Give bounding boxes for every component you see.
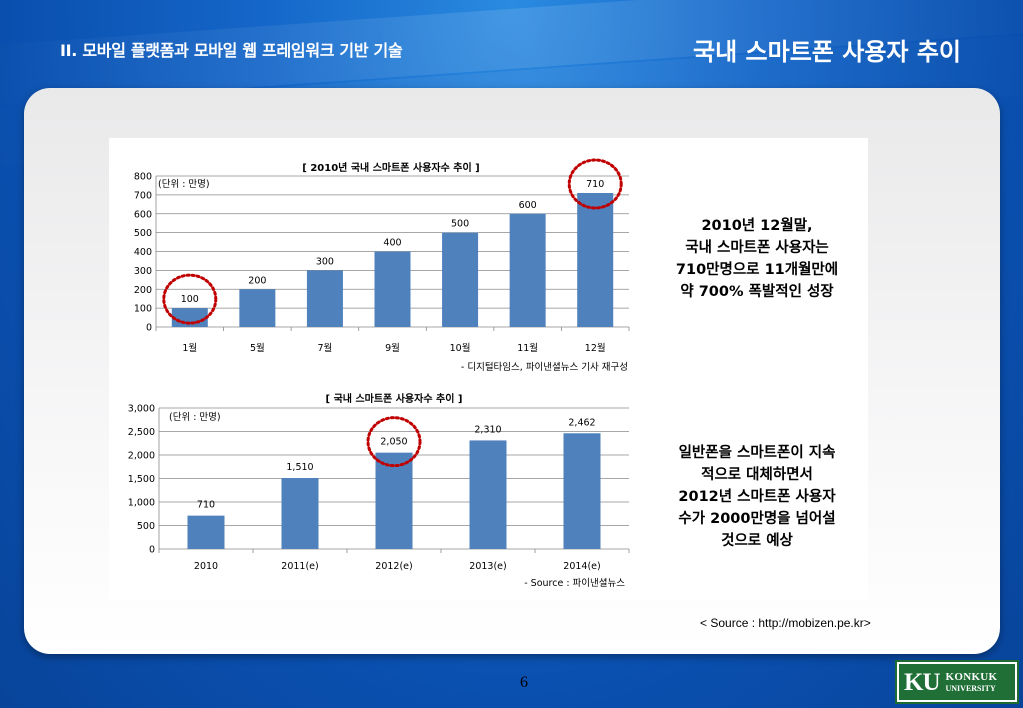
y-tick-label: 400: [134, 247, 152, 258]
university-logo: KU KONKUK UNIVERSITY: [895, 660, 1019, 704]
unit-label: (단위 : 만명): [158, 178, 210, 190]
bar: [306, 270, 343, 327]
unit-label: (단위 : 만명): [169, 411, 221, 423]
x-tick-label: 2010: [194, 561, 218, 572]
bar-value-label: 1,510: [286, 462, 313, 473]
x-tick-label: 11월: [517, 342, 538, 354]
x-tick-label: 2014(e): [563, 561, 600, 572]
note-line: 2010년 12월말,: [701, 218, 813, 234]
y-tick-label: 1,000: [128, 498, 155, 509]
bar: [375, 452, 413, 549]
bar-value-label: 2,310: [474, 424, 501, 435]
chart-area: [ 2010년 국내 스마트폰 사용자수 추이 ] 0 100 200 300 400 50…: [109, 138, 868, 600]
bar: [239, 289, 276, 327]
note-forecast: 일반폰을 스마트폰이 지속 적으로 대체하면서 2012년 스마트폰 사용자 수…: [646, 442, 868, 552]
bar-value-label: 300: [316, 256, 334, 267]
bar-value-label: 710: [197, 500, 215, 511]
y-tick-label: 700: [134, 190, 152, 201]
bar: [577, 192, 614, 327]
y-tick-label: 500: [134, 228, 152, 239]
bar-value-label: 100: [181, 294, 199, 305]
bar: [281, 478, 319, 549]
bar-value-label: 710: [586, 179, 604, 190]
logo-sub: UNIVERSITY: [945, 683, 996, 693]
y-tick-label: 300: [134, 266, 152, 277]
bar-value-label: 200: [248, 275, 266, 286]
bar-value-label: 2,462: [568, 417, 595, 428]
x-tick-label: 5월: [250, 342, 265, 354]
logo-initials: KU: [904, 668, 940, 696]
x-tick-label: 2011(e): [281, 561, 318, 572]
x-tick-label: 2012(e): [375, 561, 412, 572]
source-citation: < Source : http://mobizen.pe.kr>: [700, 616, 871, 630]
x-tick-label: 2013(e): [469, 561, 506, 572]
x-tick-label: 1월: [182, 342, 197, 354]
y-tick-label: 600: [134, 209, 152, 220]
y-tick-label: 2,500: [128, 427, 155, 438]
bar: [563, 433, 601, 549]
note-line: 2012년 스마트폰 사용자: [678, 489, 836, 505]
y-tick-label: 500: [137, 521, 155, 532]
y-tick-label: 800: [134, 172, 152, 183]
y-tick-label: 200: [134, 285, 152, 296]
highlight-circle: [162, 273, 218, 325]
charts-svg: [ 2010년 국내 스마트폰 사용자수 추이 ] 0 100 200 300 400 50…: [128, 158, 630, 589]
chart-title: [ 국내 스마트폰 사용자수 추이 ]: [326, 392, 463, 405]
slide-title: 국내 스마트폰 사용자 추이: [693, 38, 961, 66]
note-line: 약 700% 폭발적인 성장: [680, 284, 834, 300]
y-tick-label: 2,000: [128, 451, 155, 462]
note-growth: 2010년 12월말, 국내 스마트폰 사용자는 710만명으로 11개월만에 …: [646, 215, 868, 303]
chart-source: - Source : 파이낸셜뉴스: [524, 578, 625, 589]
x-tick-label: 12월: [585, 342, 606, 354]
x-tick-label: 9월: [385, 342, 400, 354]
bar-value-label: 2,050: [380, 437, 407, 448]
bar-value-label: 600: [519, 200, 537, 211]
bar: [469, 440, 507, 549]
bar-value-label: 400: [383, 238, 401, 249]
page-number: 6: [520, 674, 528, 691]
note-line: 것으로 예상: [721, 533, 793, 549]
y-tick-label: 100: [134, 304, 152, 315]
chart-source: - 디지털타임스, 파이낸셜뉴스 기사 재구성: [461, 361, 628, 373]
chart-title: [ 2010년 국내 스마트폰 사용자수 추이 ]: [302, 161, 479, 174]
bar: [374, 251, 411, 327]
x-tick-label: 7월: [318, 342, 333, 354]
note-line: 일반폰을 스마트폰이 지속: [678, 445, 836, 461]
bar-value-label: 500: [451, 219, 469, 230]
bar: [187, 515, 225, 549]
y-tick-label: 3,000: [128, 404, 155, 415]
y-tick-label: 0: [146, 323, 152, 334]
note-line: 국내 스마트폰 사용자는: [685, 240, 829, 256]
section-title: II. 모바일 플랫폼과 모바일 웹 프레임워크 기반 기술: [60, 41, 403, 60]
bar: [509, 213, 546, 327]
note-line: 수가 2000만명을 넘어설: [678, 511, 836, 527]
bar: [442, 232, 479, 327]
logo-name: KONKUK: [945, 670, 998, 683]
highlight-circle: [366, 416, 422, 468]
y-tick-label: 0: [149, 545, 155, 556]
highlight-circle: [567, 158, 623, 210]
y-tick-label: 1,500: [128, 474, 155, 485]
note-line: 적으로 대체하면서: [701, 467, 813, 483]
x-tick-label: 10월: [450, 342, 471, 354]
note-line: 710만명으로 11개월만에: [675, 262, 839, 278]
